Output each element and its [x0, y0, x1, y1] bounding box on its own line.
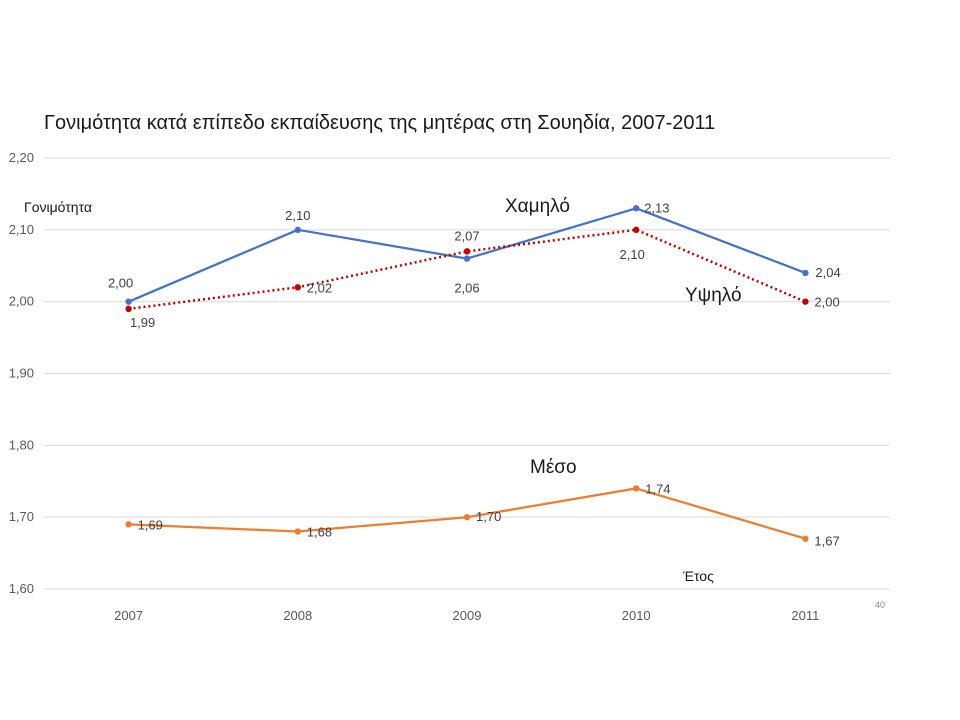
data-point-high: [633, 226, 640, 234]
page-number: 40: [875, 600, 885, 610]
tick-labels: 1,60 1,70 1,80 1,90 2,00 2,10 2,20 2007 2008 2009…: [9, 150, 820, 623]
data-label-low: 2,00: [108, 276, 133, 291]
data-labels: 2,00 2,10 2,06 2,13 2,04 1,99 2,02 2,07 2,10 2,00…: [108, 200, 841, 548]
data-point-high: [294, 284, 301, 291]
data-point-low: [294, 226, 301, 234]
data-label-medium: 1,68: [307, 525, 332, 540]
series-markers: [125, 205, 809, 542]
data-label-low: 2,04: [815, 265, 840, 280]
y-axis-title: Γονιμότητα: [24, 199, 92, 215]
data-label-high: 2,02: [307, 280, 332, 295]
x-tick-label: 2011: [791, 608, 819, 623]
data-label-medium: 1,74: [645, 481, 670, 496]
chart-title: Γονιμότητα κατά επίπεδο εκπαίδευσης της …: [44, 112, 715, 134]
y-tick-label: 2,00: [9, 294, 34, 309]
data-label-high: 1,99: [130, 315, 155, 330]
y-tick-label: 1,80: [9, 437, 34, 452]
data-label-high: 2,10: [620, 247, 645, 262]
data-label-medium: 1,70: [476, 509, 501, 524]
data-point-low: [125, 298, 132, 305]
data-point-low: [802, 269, 809, 277]
data-label-medium: 1,67: [814, 534, 839, 549]
data-point-medium: [802, 535, 809, 542]
data-point-medium: [125, 521, 132, 528]
y-tick-label: 2,20: [9, 150, 34, 165]
y-tick-label: 2,10: [9, 222, 34, 237]
data-label-medium: 1,69: [138, 517, 163, 532]
data-point-medium: [633, 485, 640, 492]
data-point-low: [463, 255, 471, 262]
series-line-high: [128, 228, 806, 311]
y-tick-label: 1,60: [9, 581, 34, 596]
x-tick-label: 2009: [453, 608, 482, 623]
data-label-low: 2,10: [285, 208, 310, 223]
y-tick-label: 1,70: [9, 509, 34, 524]
series-label-low: Χαμηλό: [505, 196, 570, 217]
data-point-high: [125, 305, 132, 313]
y-tick-label: 1,90: [9, 366, 34, 381]
data-label-high: 2,00: [814, 295, 839, 310]
data-point-high: [802, 298, 809, 305]
data-label-high: 2,07: [454, 228, 479, 243]
data-point-medium: [294, 528, 301, 535]
data-label-low: 2,06: [454, 281, 479, 296]
series-label-high: Υψηλό: [685, 285, 742, 306]
data-point-low: [633, 205, 640, 212]
gridlines: [44, 157, 890, 590]
x-axis-title: Έτος: [682, 568, 714, 584]
data-point-medium: [463, 513, 471, 521]
x-tick-label: 2008: [283, 608, 312, 623]
series-label-medium: Μέσο: [530, 457, 577, 478]
x-tick-label: 2007: [114, 608, 143, 623]
data-point-high: [463, 248, 471, 255]
series-line-medium: [128, 487, 806, 540]
data-label-low: 2,13: [644, 200, 669, 215]
x-tick-label: 2010: [622, 608, 651, 623]
